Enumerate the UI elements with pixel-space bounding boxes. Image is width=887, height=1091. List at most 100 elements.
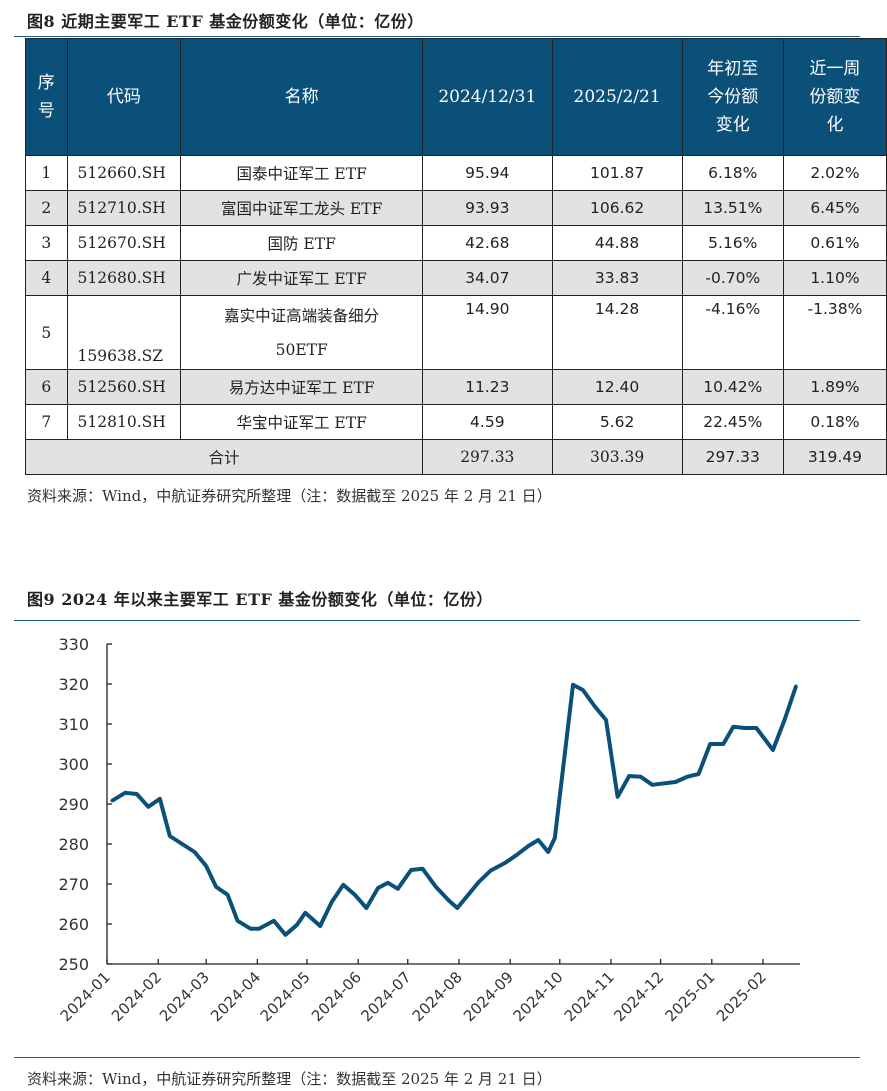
data-point bbox=[697, 772, 701, 776]
data-point bbox=[546, 850, 550, 854]
y-tick-label: 280 bbox=[58, 835, 89, 854]
data-point bbox=[604, 718, 608, 722]
row-2025: 14.28 bbox=[551, 295, 683, 370]
data-point bbox=[447, 899, 451, 903]
row-name: 广发中证军工 ETF bbox=[180, 260, 424, 296]
x-tick-label: 2024-03 bbox=[156, 968, 213, 1025]
data-point bbox=[214, 885, 218, 889]
data-point bbox=[330, 900, 334, 904]
table-row: 6 512560.SH 易方达中证军工 ETF 11.23 12.40 10.42% 1.8… bbox=[25, 369, 887, 405]
header-ytd: 年初至 今份额 变化 bbox=[681, 38, 784, 156]
x-tick-label: 2024-07 bbox=[358, 968, 415, 1025]
y-tick-label: 270 bbox=[58, 875, 89, 894]
data-point bbox=[639, 775, 643, 779]
header-2025: 2025/2/21 bbox=[551, 38, 683, 156]
row-ytd: 13.51% bbox=[681, 190, 784, 226]
data-point bbox=[455, 906, 459, 910]
x-tick-label: 2024-05 bbox=[257, 968, 314, 1025]
row-code: 512560.SH bbox=[66, 369, 182, 405]
data-point bbox=[146, 805, 150, 809]
data-point bbox=[754, 726, 758, 730]
x-tick-label: 2024-08 bbox=[409, 968, 466, 1025]
row-2024: 95.94 bbox=[422, 155, 553, 191]
table-row: 2 512710.SH 富国中证军工龙头 ETF 93.93 106.62 13.51% 6… bbox=[25, 190, 887, 226]
y-tick-label: 330 bbox=[58, 635, 89, 654]
data-point bbox=[236, 919, 240, 923]
data-point bbox=[421, 867, 425, 871]
row-ytd: 6.18% bbox=[681, 155, 784, 191]
row-code: 512810.SH bbox=[66, 404, 182, 440]
row-code: 512680.SH bbox=[66, 260, 182, 296]
row-ytd: -0.70% bbox=[681, 260, 784, 296]
row-2025: 33.83 bbox=[551, 260, 683, 296]
row-code: 512670.SH bbox=[66, 225, 182, 261]
data-point bbox=[503, 861, 507, 865]
table-figure-title: 图8 近期主要军工 ETF 基金份额变化（单位：亿份） bbox=[27, 12, 424, 31]
data-point bbox=[627, 774, 631, 778]
row-week: 0.61% bbox=[782, 225, 887, 261]
row-no: 1 bbox=[25, 155, 68, 191]
y-tick-label: 290 bbox=[58, 795, 89, 814]
data-point bbox=[123, 791, 127, 795]
y-tick-label: 250 bbox=[58, 955, 89, 974]
x-tick-label: 2024-10 bbox=[510, 968, 567, 1025]
x-tick-label: 2024-11 bbox=[561, 968, 618, 1025]
table-row: 4 512680.SH 广发中证军工 ETF 34.07 33.83 -0.70% 1.10… bbox=[25, 260, 887, 296]
data-point bbox=[743, 726, 747, 730]
data-point bbox=[193, 850, 197, 854]
table-row: 5 159638.SZ 嘉实中证高端装备细分 50ETF 14.90 14.28 -4.1… bbox=[25, 295, 887, 370]
row-week: 6.45% bbox=[782, 190, 887, 226]
data-point bbox=[616, 795, 620, 799]
row-2025: 12.40 bbox=[551, 369, 683, 405]
row-no: 4 bbox=[25, 260, 68, 296]
row-2025: 44.88 bbox=[551, 225, 683, 261]
data-point bbox=[526, 844, 530, 848]
data-point bbox=[204, 864, 208, 868]
data-point bbox=[477, 880, 481, 884]
data-point bbox=[673, 780, 677, 784]
data-point bbox=[488, 869, 492, 873]
row-2024: 4.59 bbox=[422, 404, 553, 440]
header-week: 近一周 份额变化 bbox=[782, 38, 887, 156]
total-ytd: 297.33 bbox=[681, 439, 784, 475]
row-no: 7 bbox=[25, 404, 68, 440]
data-point bbox=[158, 797, 162, 801]
chart-figure-title: 图9 2024 年以来主要军工 ETF 基金份额变化（单位：亿份） bbox=[27, 590, 493, 609]
data-point bbox=[553, 836, 557, 840]
data-point bbox=[226, 893, 230, 897]
data-point bbox=[581, 688, 585, 692]
row-2024: 93.93 bbox=[422, 190, 553, 226]
table-row: 7 512810.SH 华宝中证军工 ETF 4.59 5.62 22.45% 0.18% bbox=[25, 404, 887, 440]
data-point bbox=[396, 887, 400, 891]
data-point bbox=[341, 883, 345, 887]
data-point bbox=[318, 924, 322, 928]
row-2025: 5.62 bbox=[551, 404, 683, 440]
total-label: 合计 bbox=[24, 439, 424, 475]
etf-share-table: 序号 代码 名称 2024/12/31 2025/2/21 年初至 今份额 变化 近… bbox=[24, 38, 887, 475]
row-ytd: 22.45% bbox=[681, 404, 784, 440]
data-point bbox=[708, 742, 712, 746]
row-code: 512660.SH bbox=[66, 155, 182, 191]
x-tick-label: 2024-09 bbox=[460, 968, 517, 1025]
x-tick-label: 2024-06 bbox=[308, 968, 365, 1025]
data-point bbox=[536, 838, 540, 842]
row-2024: 11.23 bbox=[422, 369, 553, 405]
data-point bbox=[721, 742, 725, 746]
series-line bbox=[110, 682, 798, 937]
title-divider bbox=[14, 36, 860, 37]
data-point bbox=[110, 799, 114, 803]
data-point bbox=[515, 853, 519, 857]
x-tick-label: 2024-02 bbox=[108, 968, 165, 1025]
data-point bbox=[731, 725, 735, 729]
data-point bbox=[168, 834, 172, 838]
x-tick-label: 2024-01 bbox=[57, 968, 114, 1025]
line-chart: 2502602702802903003103203302024-012024-0… bbox=[57, 635, 800, 1025]
data-point bbox=[283, 933, 287, 937]
data-point bbox=[434, 885, 438, 889]
chart-title-divider bbox=[14, 620, 860, 621]
data-point bbox=[794, 684, 798, 688]
data-point bbox=[650, 783, 654, 787]
row-name: 华宝中证军工 ETF bbox=[180, 404, 424, 440]
y-tick-label: 260 bbox=[58, 915, 89, 934]
row-name: 国泰中证军工 ETF bbox=[180, 155, 424, 191]
